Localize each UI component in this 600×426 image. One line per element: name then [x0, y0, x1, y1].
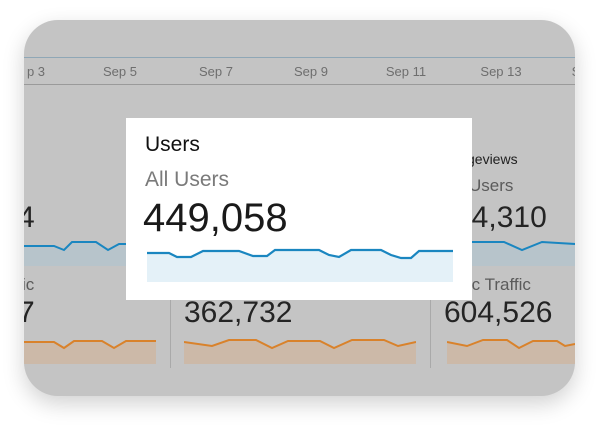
column-divider: [430, 272, 431, 368]
traffic-sparkline-bg: [184, 339, 416, 364]
chart-top-rule: [24, 57, 575, 58]
popup-value: 449,058: [143, 196, 288, 240]
metric-value: 362,732: [184, 296, 293, 329]
date-tick: Sep 9: [294, 64, 328, 79]
metric-segment: Users: [469, 176, 514, 195]
date-tick: Sep 11: [385, 64, 427, 79]
metric-label: geviews: [467, 151, 518, 167]
date-axis: p 3 Sep 5 Sep 7 Sep 9 Sep 11 Sep 13 S: [24, 56, 575, 86]
column-divider: [170, 272, 171, 368]
users-sparkline-bg: [24, 241, 154, 266]
dashboard-card: p 3 Sep 5 Sep 7 Sep 9 Sep 11 Sep 13 S 4 …: [24, 20, 575, 396]
axis-line: [24, 84, 575, 85]
users-metric-popup[interactable]: Users All Users 449,058: [126, 118, 472, 300]
date-tick: Sep 7: [199, 64, 233, 79]
popup-segment: All Users: [145, 168, 230, 191]
users-sparkline: [147, 248, 453, 282]
metric-value: 604,526: [444, 296, 553, 329]
date-tick: S: [572, 64, 575, 79]
metric-value: 7: [24, 296, 35, 329]
metric-value: 4: [24, 201, 35, 234]
date-tick: p 3: [26, 64, 46, 79]
popup-title: Users: [145, 133, 200, 156]
organic-sparkline-bg: [447, 339, 575, 364]
metric-label: ic: [24, 275, 35, 294]
date-tick: Sep 5: [103, 64, 137, 79]
date-tick: Sep 13: [480, 64, 522, 79]
traffic-sparkline-bg: [24, 340, 156, 364]
